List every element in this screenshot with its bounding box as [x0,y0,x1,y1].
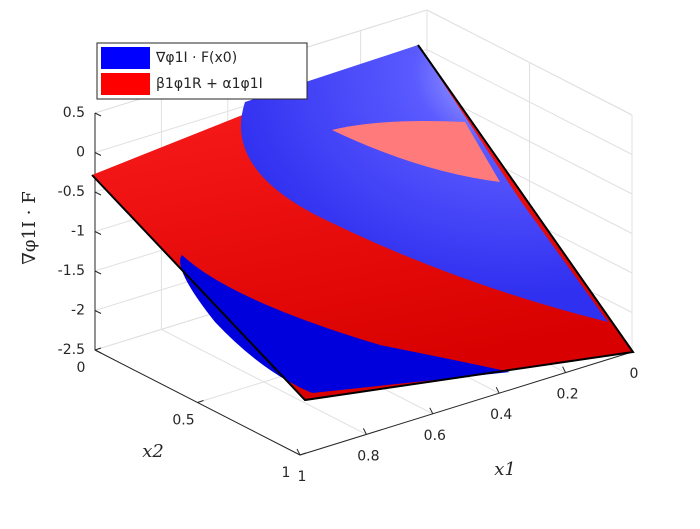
x-tick [495,386,500,394]
y-axis-label: x2 [142,441,164,462]
z-tick [94,152,102,156]
x-tick [296,448,301,456]
x-tick-label: 0.6 [424,428,446,444]
x-tick [562,366,567,373]
y-tick [197,400,204,403]
z-tick [94,270,102,275]
surfaces [91,44,635,402]
grid-line [426,9,633,116]
x-axis [299,351,633,456]
z-tick-label: -2 [71,303,85,319]
legend-label: ∇φ1I · F(x0) [155,50,237,66]
x-axis-label: x1 [494,459,516,480]
z-tick [94,231,102,235]
z-tick [94,349,102,354]
y-tick-label: 1 [282,465,291,481]
surface-pink [332,121,500,182]
z-tick [94,191,102,196]
z-tick [94,310,102,314]
z-tick-label: 0.5 [63,105,85,121]
x-tick-label: 0.4 [490,407,512,423]
x-tick-label: 1 [298,469,307,485]
legend: ∇φ1I · F(x0) β1φ1R + α1φ1I [96,42,308,100]
z-tick-label: -0.5 [58,184,85,200]
y-tick-label: 0.5 [172,413,194,429]
surface-blue-low [180,255,510,393]
surface-edge [91,44,635,402]
legend-swatch [101,47,150,69]
surface-blue-top [240,45,608,322]
z-tick-label: 0 [76,145,85,161]
y-tick [94,347,102,351]
y-tick [299,452,307,456]
legend-swatch [101,73,150,95]
x-tick [429,407,434,415]
z-tick-label: -1 [71,224,85,240]
x-tick-label: 0.8 [357,448,379,464]
z-tick-label: -2.5 [58,342,85,358]
z-tick [94,112,102,117]
z-tick-label: -1.5 [58,263,85,279]
x-tick [362,428,367,435]
z-axis-label: ∇φ1I · F [19,191,40,264]
legend-label: β1φ1R + α1φ1I [156,76,263,92]
x-tick-label: 0 [630,366,639,382]
x-tick-label: 0.2 [556,387,578,403]
y-tick-label: 0 [77,360,86,376]
